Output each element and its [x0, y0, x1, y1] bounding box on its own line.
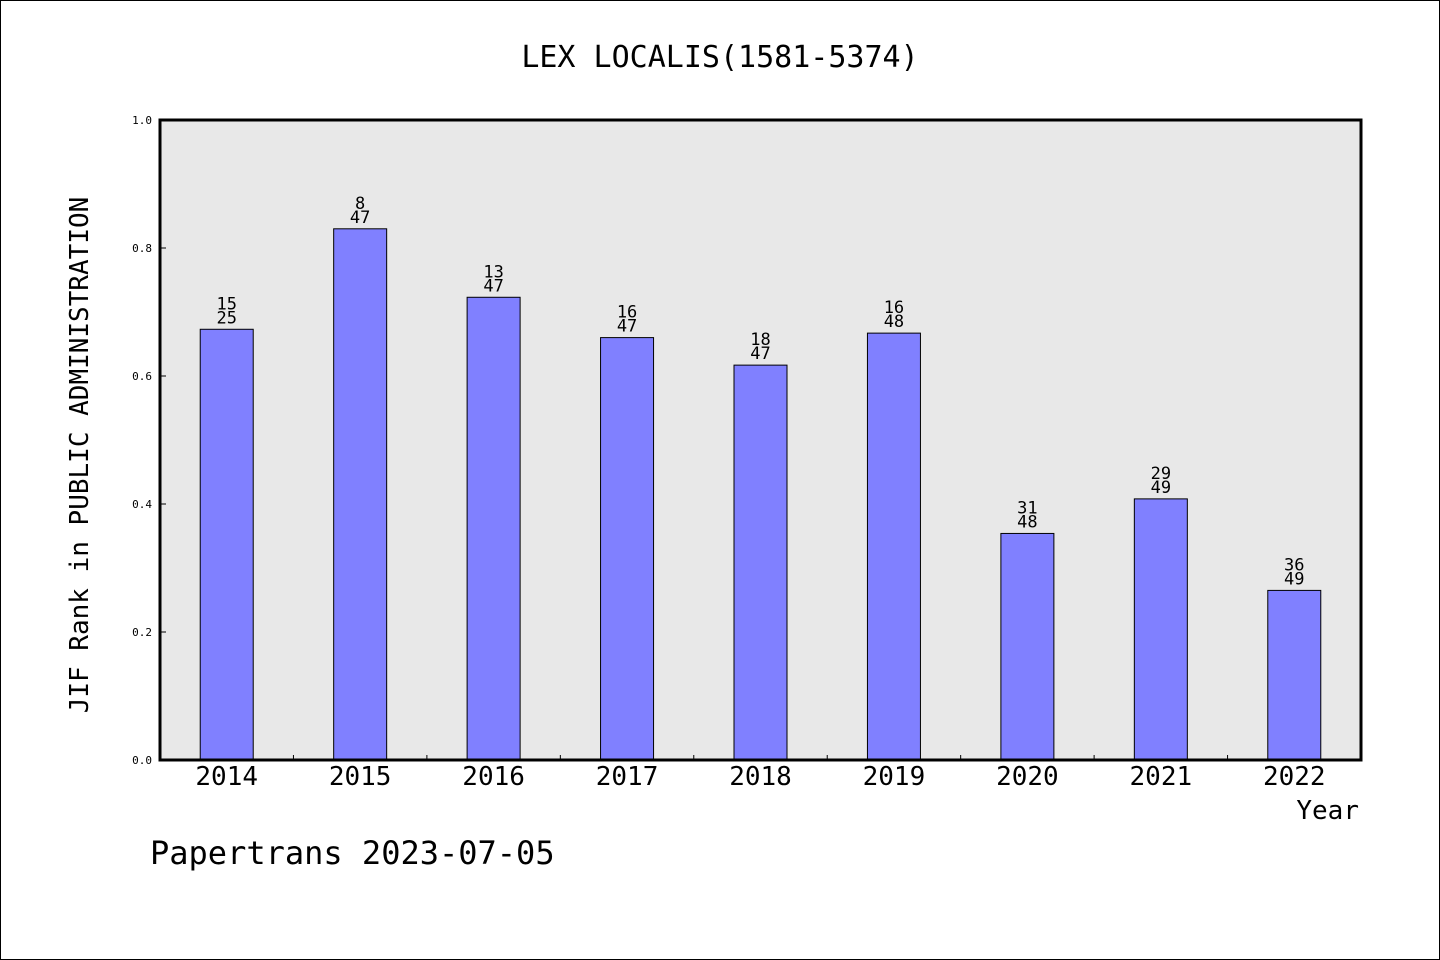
- bar-label-rank-2018: 18: [750, 330, 770, 350]
- bar-label-rank-2022: 36: [1284, 555, 1304, 575]
- bar-label-rank-2020: 31: [1017, 498, 1037, 518]
- y-tick-label-0.6: 0.6: [132, 370, 152, 383]
- bar-label-total-2020: 48: [1017, 512, 1037, 532]
- x-tick-label-2020: 2020: [996, 762, 1059, 792]
- x-tick-label-2014: 2014: [195, 762, 258, 792]
- y-axis: 0.0 0.2 0.4 0.6 0.8 1.0: [132, 114, 166, 767]
- bar-label-rank-2017: 16: [617, 303, 637, 323]
- bar-2017: [600, 337, 655, 761]
- bars-group: [199, 228, 1322, 761]
- bar-label-total-2016: 47: [483, 276, 503, 296]
- x-tick-label-2022: 2022: [1263, 762, 1326, 792]
- y-tick-label-0.0: 0.0: [132, 754, 152, 767]
- x-axis-label: Year: [1296, 796, 1359, 826]
- y-tick-label-1.0: 1.0: [132, 114, 152, 127]
- bar-label-total-2021: 49: [1151, 478, 1171, 498]
- footer-text: Papertrans 2023-07-05: [150, 834, 555, 872]
- chart-title: LEX LOCALIS(1581-5374): [521, 40, 918, 75]
- x-tick-label-2016: 2016: [462, 762, 525, 792]
- bar-2020: [1000, 532, 1055, 761]
- bar-label-total-2022: 49: [1284, 569, 1304, 589]
- y-axis-label: JIF Rank in PUBLIC ADMINISTRATION: [65, 197, 95, 714]
- bar-2016: [466, 296, 521, 761]
- bar-label-total-2017: 47: [617, 317, 637, 337]
- bar-label-total-2019: 48: [884, 312, 904, 332]
- bar-label-rank-2019: 16: [884, 298, 904, 318]
- bar-label-total-2015: 47: [350, 208, 370, 228]
- bar-label-rank-2015: 8: [355, 194, 365, 214]
- bar-label-total-2014: 25: [216, 308, 236, 328]
- x-tick-label-2015: 2015: [329, 762, 392, 792]
- bar-label-rank-2016: 13: [483, 262, 503, 282]
- bar-2019: [866, 332, 921, 761]
- bar-2018: [733, 364, 788, 761]
- bar-2014: [199, 328, 254, 761]
- bar-2022: [1267, 589, 1322, 761]
- plot-border: [158, 118, 1363, 762]
- x-tick-label-2021: 2021: [1130, 762, 1193, 792]
- x-tick-label-2017: 2017: [596, 762, 659, 792]
- x-tick-label-2019: 2019: [863, 762, 926, 792]
- bar-label-rank-2014: 15: [216, 294, 236, 314]
- y-tick-label-0.2: 0.2: [132, 626, 152, 639]
- bar-label-rank-2021: 29: [1151, 464, 1171, 484]
- y-tick-label-0.4: 0.4: [132, 498, 152, 511]
- bar-label-total-2018: 47: [750, 344, 770, 364]
- x-tick-label-2018: 2018: [729, 762, 792, 792]
- bar-2021: [1133, 498, 1188, 761]
- x-axis: 2014 2015 2016 2017 2018 2019 2020 2021 2022: [195, 755, 1326, 792]
- y-tick-label-0.8: 0.8: [132, 242, 152, 255]
- bar-2015: [333, 228, 388, 761]
